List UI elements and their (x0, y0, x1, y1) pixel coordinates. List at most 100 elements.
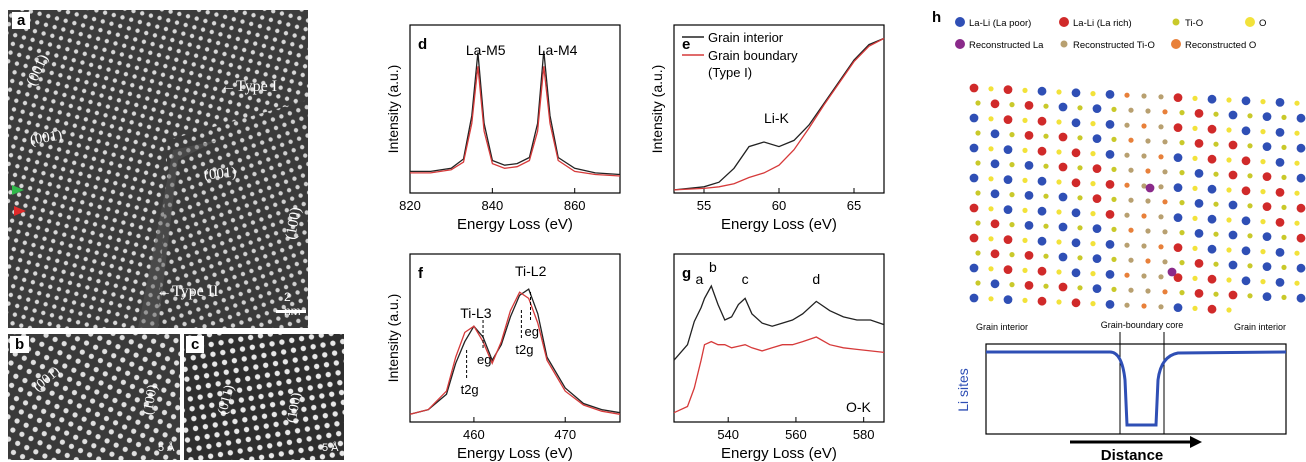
atom (1247, 203, 1253, 209)
x-axis-label-g: Energy Loss (eV) (721, 445, 837, 462)
atom (1226, 247, 1232, 253)
peak-label-g: d (812, 271, 820, 287)
atom (1037, 296, 1047, 306)
atom (1260, 129, 1266, 135)
atom (1194, 109, 1204, 118)
atom (1105, 120, 1115, 129)
x-tick-label-g: 540 (717, 427, 739, 442)
atom (1260, 189, 1266, 195)
atom (1092, 164, 1102, 174)
atom (1077, 255, 1083, 261)
atom (1192, 125, 1198, 131)
atom (1009, 102, 1015, 108)
atom (1275, 158, 1285, 167)
atom (1296, 233, 1306, 243)
panel-h-diagram: h La-Li (La poor) La-Li (La rich) Ti-O OReco… (932, 9, 1306, 462)
panel-label-c: c (186, 336, 205, 353)
atom (1124, 182, 1130, 188)
atom (1275, 278, 1285, 287)
atom (1226, 217, 1232, 223)
x-tick-label-e: 60 (772, 198, 786, 213)
atom (1294, 160, 1300, 166)
atom (1226, 127, 1232, 133)
annotation-e: Li-K (764, 110, 790, 126)
atom (1228, 260, 1238, 270)
atom (1158, 124, 1164, 130)
atom (969, 173, 979, 183)
atom (988, 146, 994, 152)
legend-entry-e: Grain interior (708, 30, 784, 45)
atom (1179, 140, 1185, 146)
atom (988, 266, 994, 272)
atom-reconstructed-la (1145, 183, 1155, 193)
atom (1213, 141, 1219, 147)
atom (1058, 192, 1068, 202)
x-tick-label-d: 840 (482, 198, 504, 213)
peak-label-g: c (742, 271, 749, 287)
atom (990, 159, 1000, 169)
atom (988, 116, 994, 122)
orbital-label-f: t2g (515, 342, 533, 357)
atom (1128, 287, 1134, 293)
li-sites-curve (986, 350, 1287, 427)
atom (1158, 304, 1164, 310)
series-line-d-0 (410, 50, 621, 176)
atom (1247, 263, 1253, 269)
atom (1260, 219, 1266, 225)
atom (1003, 295, 1013, 304)
atom (969, 203, 979, 213)
annot-grain-interior-left: Grain interior (976, 322, 1028, 332)
atom (975, 100, 981, 106)
atom (990, 129, 1000, 139)
distance-arrowhead-icon (1190, 436, 1202, 448)
atom (1226, 187, 1232, 193)
atom (1037, 236, 1047, 246)
x-tick-label-d: 820 (399, 198, 421, 213)
atom (1145, 228, 1151, 234)
atom (1071, 298, 1081, 308)
atom (1037, 146, 1047, 156)
atom (1275, 98, 1285, 107)
peak-label-d: La-M4 (538, 42, 578, 58)
atom (1105, 180, 1115, 189)
chart-g: g 540 560 580 Energy Loss (eV) O-K ab c d (673, 253, 885, 462)
atom (1226, 307, 1232, 313)
atom (1158, 274, 1164, 280)
peak-label-d: La-M5 (466, 42, 506, 58)
atom (1056, 209, 1062, 215)
atom (1105, 270, 1115, 279)
tem-a-lattice (8, 10, 308, 328)
atom (1262, 172, 1272, 182)
atom (1275, 218, 1285, 227)
atom (1024, 281, 1034, 290)
atom (1071, 268, 1081, 278)
atom (1262, 112, 1272, 121)
atom (1228, 230, 1238, 240)
atom (1141, 183, 1147, 189)
atom (1158, 94, 1164, 100)
atom (1111, 166, 1117, 172)
atom (1058, 102, 1068, 112)
green-marker-icon (12, 185, 24, 195)
atom (1092, 224, 1102, 234)
atom (1192, 305, 1198, 311)
atom (969, 293, 979, 303)
atom (1162, 109, 1168, 115)
atom (988, 86, 994, 92)
x-tick-label-e: 55 (697, 198, 711, 213)
atom (1226, 97, 1232, 103)
atom (1162, 259, 1168, 265)
legend-entry-e: (Type I) (708, 65, 752, 80)
atom (1128, 197, 1134, 203)
tem-image-a: a ←Type I ←Type II (001) (001) (001) (10… (8, 10, 308, 328)
peak-label-f: Ti-L2 (515, 263, 547, 279)
atom (1022, 267, 1028, 273)
tem-c-lattice (184, 334, 344, 460)
x-tick-label-d: 860 (564, 198, 586, 213)
legend-label-h-2: Ti-O (1185, 18, 1203, 29)
atom (1111, 136, 1117, 142)
atom (1056, 239, 1062, 245)
atom (1090, 301, 1096, 307)
atom (1247, 293, 1253, 299)
atom (1043, 163, 1049, 169)
